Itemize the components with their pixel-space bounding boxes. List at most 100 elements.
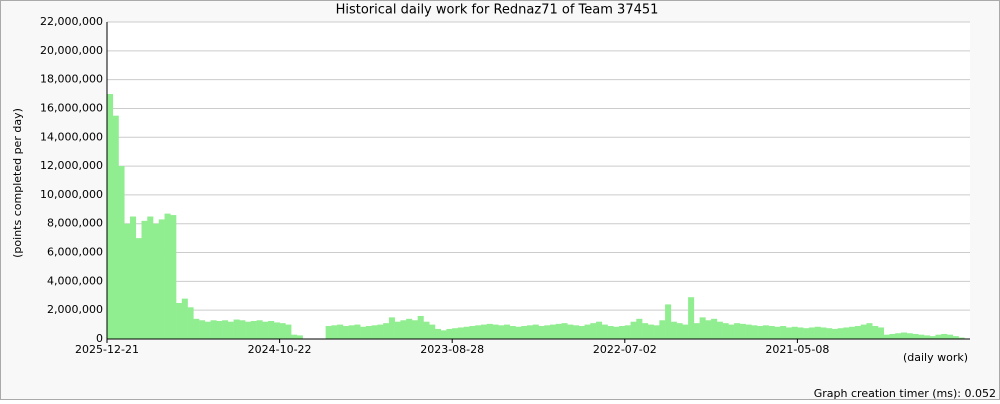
bar	[693, 323, 700, 339]
bar	[176, 302, 183, 339]
bar	[849, 326, 856, 339]
bar	[877, 327, 884, 339]
bar	[440, 330, 447, 339]
bar	[573, 325, 580, 339]
bar	[118, 166, 125, 339]
bar	[705, 320, 712, 339]
bar	[141, 220, 148, 339]
bar	[728, 324, 735, 339]
bar	[670, 321, 677, 339]
bar	[411, 320, 418, 339]
bar	[394, 321, 401, 339]
bar	[457, 327, 465, 339]
bar	[210, 320, 217, 339]
bar	[147, 216, 154, 339]
bar	[952, 336, 959, 339]
bar	[567, 324, 574, 339]
bar	[883, 334, 890, 339]
bar	[239, 320, 246, 339]
bar	[181, 298, 188, 339]
y-tick-label: 14,000,000	[40, 130, 103, 143]
bar	[550, 324, 557, 339]
bar	[107, 94, 114, 339]
bar	[262, 321, 269, 339]
bar	[199, 320, 206, 339]
bar	[653, 325, 660, 339]
bar	[584, 324, 591, 339]
bar	[227, 321, 234, 339]
bar	[860, 324, 867, 339]
bar	[216, 320, 223, 339]
bar	[388, 317, 395, 339]
x-tick-label: 2024-10-22	[248, 343, 312, 356]
bar	[434, 328, 441, 339]
x-axis-label: (daily work)	[903, 351, 968, 364]
bar	[285, 324, 292, 339]
bar	[538, 326, 545, 339]
y-tick-label: 16,000,000	[40, 101, 103, 114]
y-tick-label: 10,000,000	[40, 188, 103, 201]
bar	[642, 323, 649, 339]
bar	[475, 325, 482, 339]
bar	[751, 325, 758, 339]
bar	[423, 321, 430, 339]
bar	[734, 323, 741, 339]
bar	[354, 324, 361, 339]
bar	[659, 320, 666, 339]
y-tick-label: 2,000,000	[47, 303, 103, 316]
bar	[768, 326, 775, 339]
bar	[515, 326, 522, 339]
bar	[521, 326, 528, 339]
bar	[296, 335, 303, 339]
bar	[590, 323, 597, 339]
bar	[268, 320, 275, 339]
bar	[722, 323, 729, 339]
bar	[716, 321, 723, 339]
bar	[417, 315, 424, 339]
bar	[544, 325, 551, 339]
bar	[193, 318, 200, 339]
bar	[153, 223, 160, 339]
y-tick-label: 22,000,000	[40, 15, 103, 28]
bar	[676, 323, 683, 339]
bar	[245, 321, 252, 339]
bar	[233, 319, 240, 339]
bar	[561, 323, 568, 339]
chart-title: Historical daily work for Rednaz71 of Te…	[336, 3, 659, 18]
bar	[337, 324, 344, 339]
bar	[918, 334, 925, 339]
bar	[854, 326, 861, 339]
bar	[291, 334, 298, 339]
bar	[331, 325, 338, 339]
bar	[739, 323, 746, 339]
footer: Graph creation timer (ms): 0.052	[814, 387, 996, 400]
bar	[112, 115, 119, 339]
bar	[429, 324, 436, 339]
bar	[889, 333, 896, 339]
bar	[923, 335, 931, 339]
bar	[636, 318, 643, 339]
bar	[400, 320, 407, 339]
y-tick-label: 6,000,000	[47, 246, 103, 259]
bar	[187, 307, 194, 339]
bar	[532, 324, 539, 339]
x-tick-label: 2025-12-21	[75, 343, 139, 356]
bar	[365, 326, 372, 339]
y-tick-label: 12,000,000	[40, 159, 103, 172]
bar	[279, 323, 286, 339]
bar	[360, 326, 367, 339]
y-axis-label: (points completed per day)	[11, 108, 24, 258]
bar	[222, 320, 229, 339]
bar	[900, 332, 908, 339]
bar	[613, 326, 620, 339]
bar	[837, 328, 844, 339]
bar	[630, 321, 637, 339]
y-tick-label: 8,000,000	[47, 217, 103, 230]
bar	[503, 324, 511, 339]
bar	[555, 323, 562, 339]
bar	[831, 328, 838, 339]
bar	[446, 328, 453, 339]
bar	[958, 337, 965, 339]
bar	[130, 216, 137, 339]
